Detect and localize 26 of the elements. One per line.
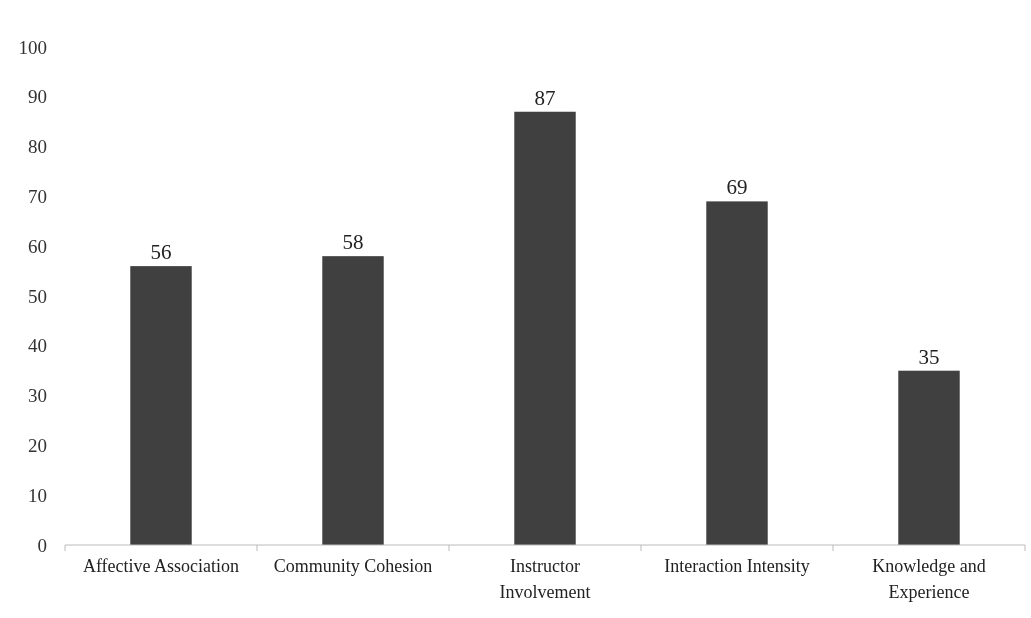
data-label: 56 — [150, 240, 172, 265]
bar — [706, 201, 768, 545]
y-tick-label: 0 — [37, 534, 47, 556]
y-tick-label: 10 — [28, 484, 47, 506]
data-label: 69 — [726, 175, 748, 200]
y-tick-label: 100 — [18, 36, 47, 58]
y-tick-label: 50 — [28, 285, 47, 307]
data-label: 58 — [342, 230, 364, 255]
bar — [322, 256, 384, 545]
x-tick-label: Knowledge and Experience — [872, 556, 986, 602]
x-tick-label: Affective Association — [82, 556, 240, 576]
y-tick-label: 40 — [28, 335, 47, 357]
x-tick-label: Instructor Involvement — [499, 556, 591, 602]
y-tick-label: 20 — [28, 435, 47, 457]
x-tick-label: Community Cohesion — [273, 556, 433, 576]
data-label: 35 — [918, 344, 940, 369]
y-tick-label: 70 — [28, 186, 47, 208]
bar — [514, 111, 576, 545]
x-tick-label: Interaction Intensity — [664, 556, 810, 576]
bar — [898, 370, 960, 545]
y-tick-label: 90 — [28, 86, 47, 108]
y-tick-label: 80 — [28, 136, 47, 158]
bar — [130, 266, 192, 545]
y-tick-label: 30 — [28, 385, 47, 407]
y-tick-label: 60 — [28, 235, 47, 257]
data-label: 87 — [534, 85, 556, 110]
